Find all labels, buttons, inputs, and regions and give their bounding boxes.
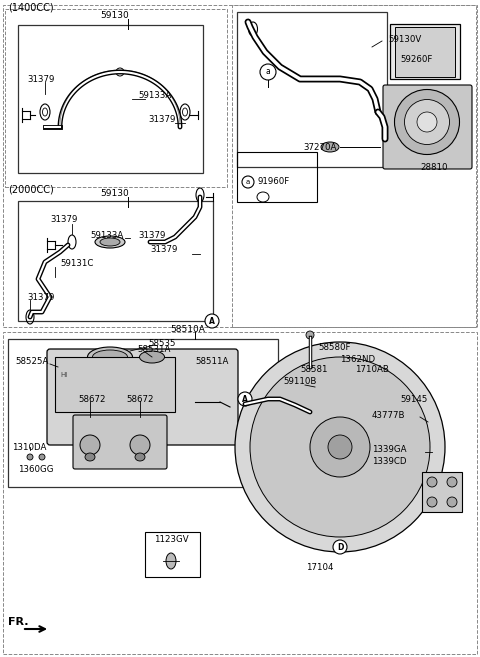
Ellipse shape xyxy=(321,142,339,152)
Text: 37270A: 37270A xyxy=(304,143,337,152)
Ellipse shape xyxy=(100,238,120,246)
Text: 31379: 31379 xyxy=(148,116,175,124)
FancyBboxPatch shape xyxy=(55,357,175,412)
Text: 31379: 31379 xyxy=(27,74,54,83)
Text: 59260F: 59260F xyxy=(400,55,432,64)
Text: 1123GV: 1123GV xyxy=(154,535,188,543)
Circle shape xyxy=(260,64,276,80)
FancyBboxPatch shape xyxy=(390,24,460,79)
Ellipse shape xyxy=(80,435,100,455)
Ellipse shape xyxy=(306,331,314,339)
Ellipse shape xyxy=(87,347,132,367)
Circle shape xyxy=(242,176,254,188)
Text: 58580F: 58580F xyxy=(318,342,350,351)
Text: 43777B: 43777B xyxy=(372,411,406,420)
Ellipse shape xyxy=(135,453,145,461)
FancyBboxPatch shape xyxy=(47,349,238,445)
Text: (2000CC): (2000CC) xyxy=(8,184,54,194)
Text: 31379: 31379 xyxy=(138,231,166,240)
Text: 28810: 28810 xyxy=(420,162,447,171)
Circle shape xyxy=(238,392,252,406)
Ellipse shape xyxy=(93,350,128,364)
Ellipse shape xyxy=(395,89,459,154)
Text: 58531A: 58531A xyxy=(137,346,170,355)
Circle shape xyxy=(250,357,430,537)
Circle shape xyxy=(310,417,370,477)
Text: 1710AB: 1710AB xyxy=(355,365,389,373)
Ellipse shape xyxy=(405,99,449,145)
Text: A: A xyxy=(242,394,248,403)
Text: 58581: 58581 xyxy=(300,365,327,373)
Text: 59133A: 59133A xyxy=(90,231,123,240)
Text: FR.: FR. xyxy=(8,617,28,627)
Text: 59130: 59130 xyxy=(100,189,129,198)
Text: 59130V: 59130V xyxy=(388,35,421,43)
Ellipse shape xyxy=(27,454,33,460)
Text: 1339GA: 1339GA xyxy=(372,445,407,453)
Text: 59130: 59130 xyxy=(100,12,129,20)
Text: 58672: 58672 xyxy=(78,394,106,403)
Text: 31379: 31379 xyxy=(50,215,77,225)
Circle shape xyxy=(235,342,445,552)
Ellipse shape xyxy=(85,453,95,461)
Text: 58535: 58535 xyxy=(148,338,176,348)
Circle shape xyxy=(447,477,457,487)
Circle shape xyxy=(447,497,457,507)
Circle shape xyxy=(328,435,352,459)
Ellipse shape xyxy=(39,454,45,460)
Ellipse shape xyxy=(130,435,150,455)
Ellipse shape xyxy=(95,236,125,248)
Text: 59110B: 59110B xyxy=(283,378,316,386)
Text: 1360GG: 1360GG xyxy=(18,464,53,474)
Text: D: D xyxy=(337,543,343,551)
Ellipse shape xyxy=(417,112,437,132)
Text: 17104: 17104 xyxy=(306,562,334,572)
Circle shape xyxy=(333,540,347,554)
Text: a: a xyxy=(246,179,250,185)
FancyBboxPatch shape xyxy=(422,472,462,512)
Text: 59131C: 59131C xyxy=(60,260,94,269)
Text: 1339CD: 1339CD xyxy=(372,457,407,466)
Text: 31379: 31379 xyxy=(27,292,54,302)
Text: 1362ND: 1362ND xyxy=(340,355,375,363)
Text: 91960F: 91960F xyxy=(258,177,290,187)
Text: 58510A: 58510A xyxy=(170,325,205,334)
Ellipse shape xyxy=(166,553,176,569)
Text: a: a xyxy=(265,68,270,76)
FancyBboxPatch shape xyxy=(395,27,455,77)
Circle shape xyxy=(205,314,219,328)
Circle shape xyxy=(427,477,437,487)
Text: 59133A: 59133A xyxy=(138,91,171,99)
FancyBboxPatch shape xyxy=(383,85,472,169)
Ellipse shape xyxy=(140,351,165,363)
FancyBboxPatch shape xyxy=(73,415,167,469)
Circle shape xyxy=(427,497,437,507)
Text: 58525A: 58525A xyxy=(15,357,48,367)
Text: 58672: 58672 xyxy=(126,394,154,403)
Text: HI: HI xyxy=(60,372,67,378)
Text: (1400CC): (1400CC) xyxy=(8,2,54,12)
Text: 31379: 31379 xyxy=(150,246,178,254)
Text: 58511A: 58511A xyxy=(195,357,228,367)
Text: 59145: 59145 xyxy=(400,394,427,403)
Text: 1310DA: 1310DA xyxy=(12,443,47,451)
Text: A: A xyxy=(209,317,215,325)
